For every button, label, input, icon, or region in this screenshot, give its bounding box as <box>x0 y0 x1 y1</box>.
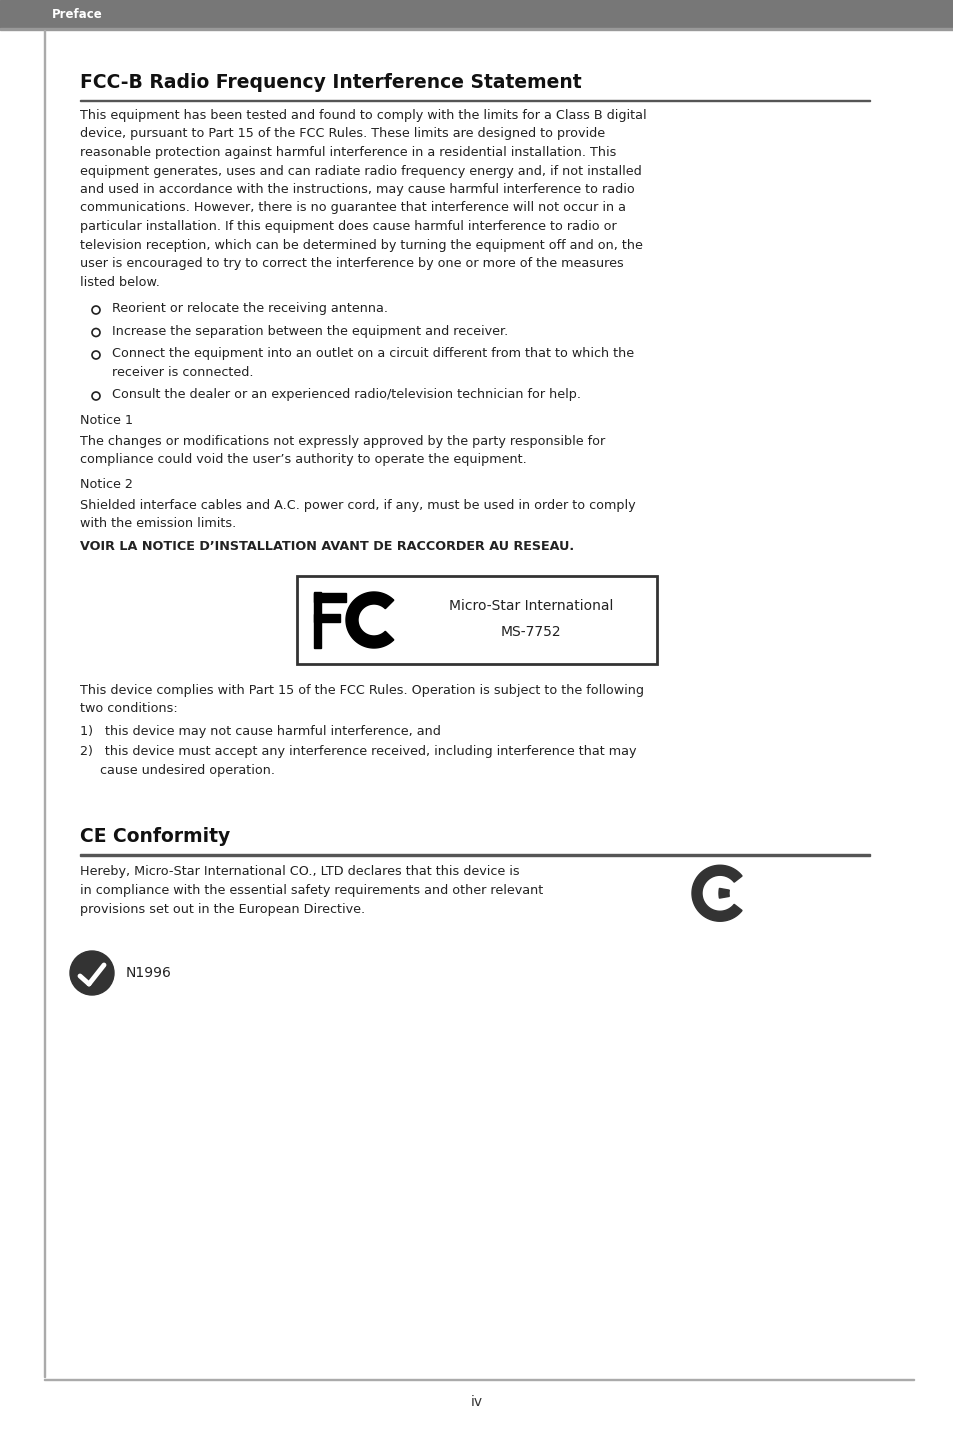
Text: Consult the dealer or an experienced radio/television technician for help.: Consult the dealer or an experienced rad… <box>112 388 580 401</box>
Bar <box>0 0 953 29</box>
Text: N1996: N1996 <box>126 967 172 979</box>
Text: equipment generates, uses and can radiate radio frequency energy and, if not ins: equipment generates, uses and can radiat… <box>80 165 641 178</box>
Circle shape <box>91 306 100 314</box>
Bar <box>296 576 657 664</box>
Text: Notice 1: Notice 1 <box>80 414 132 428</box>
Text: This device complies with Part 15 of the FCC Rules. Operation is subject to the : This device complies with Part 15 of the… <box>80 684 643 697</box>
Text: iv: iv <box>471 1395 482 1409</box>
Text: communications. However, there is no guarantee that interference will not occur : communications. However, there is no gua… <box>80 202 625 215</box>
Text: receiver is connected.: receiver is connected. <box>112 365 253 378</box>
Bar <box>314 591 320 649</box>
Bar <box>0 29 953 30</box>
Text: VOIR LA NOTICE D’INSTALLATION AVANT DE RACCORDER AU RESEAU.: VOIR LA NOTICE D’INSTALLATION AVANT DE R… <box>80 540 574 553</box>
Text: 1)   this device may not cause harmful interference, and: 1) this device may not cause harmful int… <box>80 725 440 737</box>
Text: This equipment has been tested and found to comply with the limits for a Class B: This equipment has been tested and found… <box>80 109 646 122</box>
Text: Micro-Star International: Micro-Star International <box>448 599 613 613</box>
Bar <box>44 1379 913 1380</box>
Text: The changes or modifications not expressly approved by the party responsible for: The changes or modifications not express… <box>80 435 604 448</box>
Text: Hereby, Micro-Star International CO., LTD declares that this device is: Hereby, Micro-Star International CO., LT… <box>80 865 519 878</box>
Circle shape <box>70 951 113 995</box>
Text: provisions set out in the European Directive.: provisions set out in the European Direc… <box>80 902 365 915</box>
Circle shape <box>91 351 100 359</box>
Text: Notice 2: Notice 2 <box>80 478 132 491</box>
Text: and used in accordance with the instructions, may cause harmful interference to : and used in accordance with the instruct… <box>80 183 634 196</box>
Text: 2)   this device must accept any interference received, including interference t: 2) this device must accept any interfere… <box>80 746 636 759</box>
Polygon shape <box>346 591 394 649</box>
Text: Connect the equipment into an outlet on a circuit different from that to which t: Connect the equipment into an outlet on … <box>112 347 634 359</box>
Text: compliance could void the user’s authority to operate the equipment.: compliance could void the user’s authori… <box>80 454 526 467</box>
Text: Shielded interface cables and A.C. power cord, if any, must be used in order to : Shielded interface cables and A.C. power… <box>80 498 635 511</box>
Text: Preface: Preface <box>52 7 103 20</box>
Bar <box>44 30 46 1378</box>
Text: television reception, which can be determined by turning the equipment off and o: television reception, which can be deter… <box>80 239 642 252</box>
Text: CE Conformity: CE Conformity <box>80 828 230 846</box>
Text: Increase the separation between the equipment and receiver.: Increase the separation between the equi… <box>112 325 508 338</box>
Text: with the emission limits.: with the emission limits. <box>80 517 236 530</box>
Circle shape <box>91 392 100 400</box>
Text: two conditions:: two conditions: <box>80 703 177 716</box>
Text: MS-7752: MS-7752 <box>500 624 560 639</box>
Text: FCC-B Radio Frequency Interference Statement: FCC-B Radio Frequency Interference State… <box>80 73 581 92</box>
Polygon shape <box>719 888 728 898</box>
Text: particular installation. If this equipment does cause harmful interference to ra: particular installation. If this equipme… <box>80 221 616 233</box>
Bar <box>314 614 339 621</box>
Text: listed below.: listed below. <box>80 275 160 288</box>
Text: in compliance with the essential safety requirements and other relevant: in compliance with the essential safety … <box>80 884 542 896</box>
Text: user is encouraged to try to correct the interference by one or more of the meas: user is encouraged to try to correct the… <box>80 256 623 271</box>
Text: cause undesired operation.: cause undesired operation. <box>80 765 274 778</box>
Bar <box>314 593 346 601</box>
Text: reasonable protection against harmful interference in a residential installation: reasonable protection against harmful in… <box>80 146 616 159</box>
Text: Reorient or relocate the receiving antenna.: Reorient or relocate the receiving anten… <box>112 302 388 315</box>
Circle shape <box>91 328 100 337</box>
Polygon shape <box>691 865 741 921</box>
Text: device, pursuant to Part 15 of the FCC Rules. These limits are designed to provi: device, pursuant to Part 15 of the FCC R… <box>80 127 604 140</box>
